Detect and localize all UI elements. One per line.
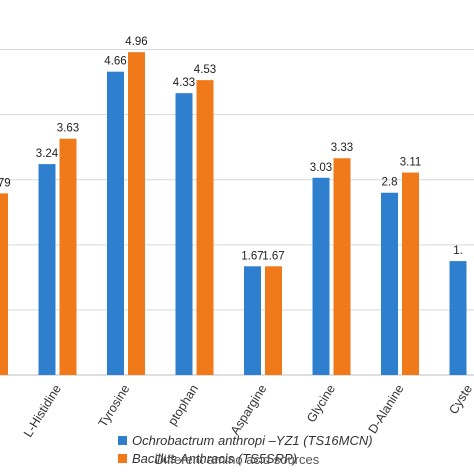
x-tick-label-1: L-Histidine [21,382,64,440]
value-label-series-2-1: 3.63 [57,123,79,135]
bar-series-2-5 [333,158,351,375]
value-labels-group: 92.793.243.634.664.964.334.531.671.673.0… [0,36,463,262]
legend-label-series-2: Bacillus Anthracis (TS5SRP) [132,450,297,466]
bar-series-1-4 [244,266,261,375]
legend-swatch-series-2 [118,453,127,463]
legend-label-series-1: Ochrobactrum anthropi –YZ1 (TS16MCN) [132,432,373,448]
bar-series-1-3 [175,93,193,375]
bar-series-2-3 [196,80,214,375]
legend: Ochrobactrum anthropi –YZ1 (TS16MCN) Bac… [118,432,418,472]
value-label-series-2-4: 1.67 [262,250,284,262]
x-tick-label-6: D-Alanine [366,382,407,436]
bar-series-2-2 [128,52,145,376]
value-label-series-2-0: 2.79 [0,177,11,189]
value-label-series-1-2: 4.66 [104,56,126,68]
bar-series-1-1 [38,164,56,375]
x-tick-label-5: Glycine [304,382,338,425]
legend-swatch-series-1 [118,435,127,445]
x-tick-label-2: Tyrosine [96,382,133,430]
value-label-series-2-6: 3.11 [400,157,422,169]
bars-group [0,52,467,376]
value-label-series-2-2: 4.96 [125,36,147,48]
value-label-series-2-3: 4.53 [194,64,216,76]
bar-series-2-0 [0,193,8,375]
legend-item-series-2: Bacillus Anthracis (TS5SRP) [118,450,297,466]
value-label-series-1-3: 4.33 [173,77,195,89]
legend-item-series-1: Ochrobactrum anthropi –YZ1 (TS16MCN) [118,432,373,448]
x-tick-label-7: Cyste [446,382,474,417]
value-label-series-1-7: 1. [453,245,463,257]
value-label-series-1-4: 1.67 [241,250,263,262]
bar-series-2-4 [265,266,282,375]
bar-series-1-5 [312,177,330,375]
x-axis-title: Different amino acid sources [154,452,320,467]
x-tick-label-4: Aspargine [228,382,270,437]
value-label-series-1-6: 2.8 [382,177,398,189]
value-label-series-1-1: 3.24 [36,148,59,160]
value-label-series-2-5: 3.33 [331,142,353,154]
bar-series-2-6 [402,172,419,375]
value-label-series-1-5: 3.03 [310,162,332,174]
bar-series-1-7 [449,261,467,375]
bar-series-1-2 [107,71,124,375]
bar-series-2-1 [59,138,77,375]
x-tick-label-3: ptophan [165,382,201,428]
bar-series-1-6 [381,192,398,375]
